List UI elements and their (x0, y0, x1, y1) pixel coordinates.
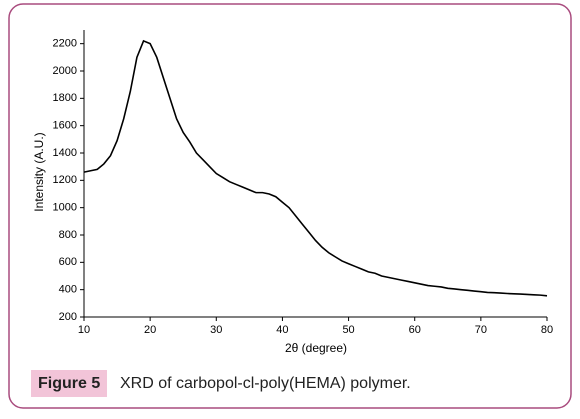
y-tick-label: 1200 (53, 174, 77, 186)
figure-label: Figure 5 (38, 375, 100, 392)
y-tick-label: 2200 (53, 38, 77, 50)
y-tick-label: 1000 (53, 202, 77, 214)
y-tick-label: 1600 (53, 120, 77, 132)
x-tick-label: 10 (78, 324, 90, 336)
figure-frame (8, 3, 572, 409)
y-tick-label: 600 (59, 256, 77, 268)
x-tick-label: 70 (475, 324, 487, 336)
x-tick-label: 80 (541, 324, 553, 336)
x-tick-label: 30 (210, 324, 222, 336)
figure-caption: XRD of carbopol-cl-poly(HEMA) polymer. (120, 375, 411, 392)
x-tick-label: 50 (342, 324, 354, 336)
y-tick-label: 200 (59, 311, 77, 323)
x-tick-label: 20 (144, 324, 156, 336)
x-tick-label: 40 (276, 324, 288, 336)
figure-label-box (31, 370, 107, 397)
y-tick-label: 1400 (53, 147, 77, 159)
x-axis-label: 2θ (degree) (285, 341, 347, 355)
data-line (83, 39, 548, 297)
y-axis-label: Intensity (A.U.) (32, 132, 46, 211)
y-tick-label: 400 (59, 284, 77, 296)
y-tick-label: 800 (59, 229, 77, 241)
y-tick-label: 2000 (53, 65, 77, 77)
y-tick-label: 1800 (53, 92, 77, 104)
x-tick-label: 60 (409, 324, 421, 336)
